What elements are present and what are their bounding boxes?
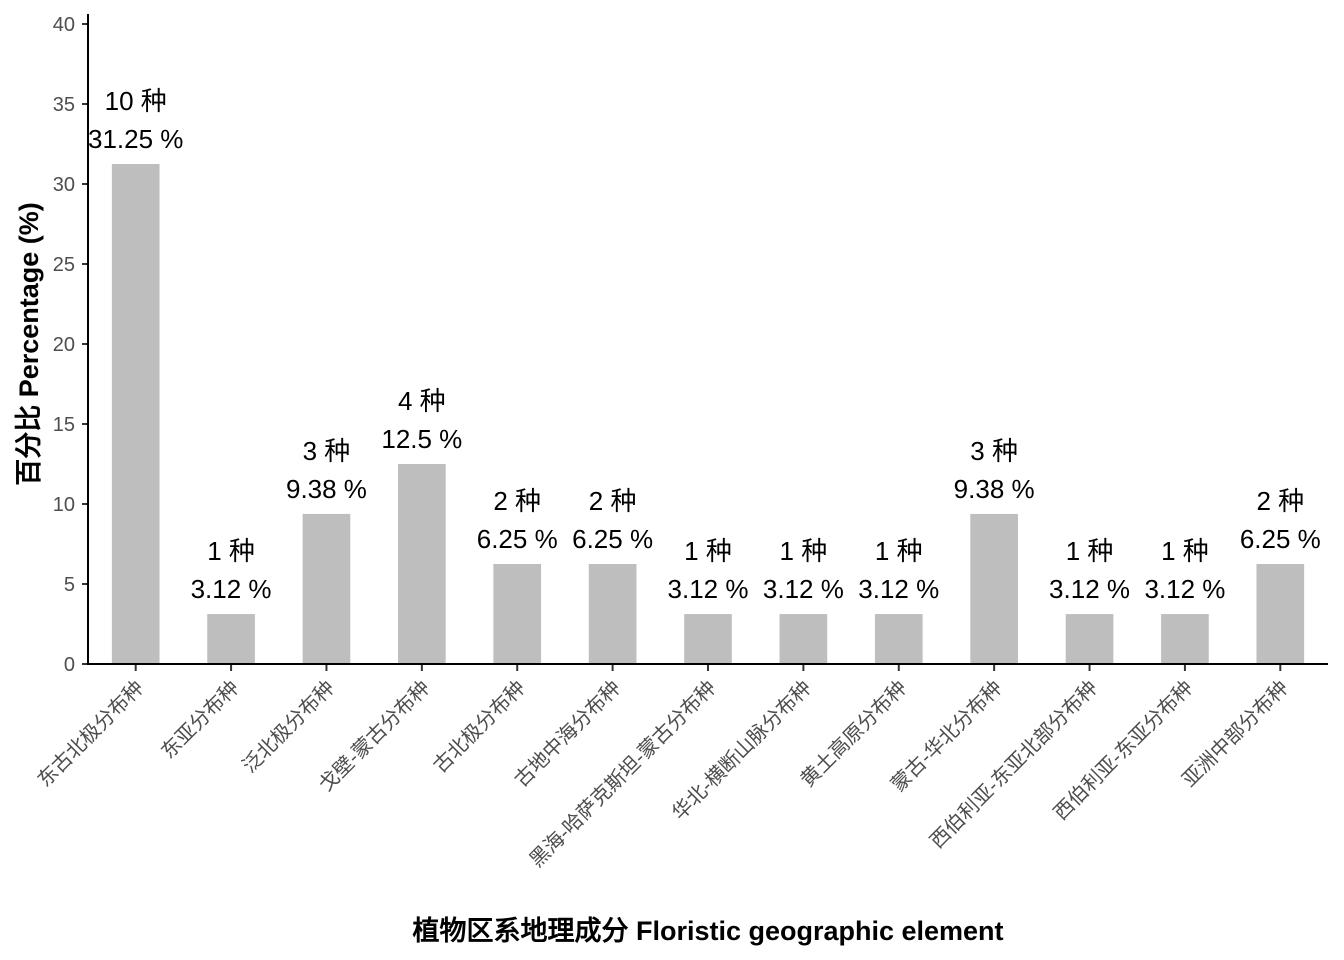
x-tick-label: 泛北极分布种 (237, 676, 339, 778)
bar-percent-label: 3.12 % (858, 574, 939, 604)
bar (588, 564, 637, 664)
y-axis-title: 百分比 Percentage (%) (14, 202, 44, 486)
bar (970, 513, 1018, 664)
bar (302, 513, 351, 664)
bar-count-label: 4 种 (398, 386, 446, 416)
bar-count-label: 1 种 (780, 536, 828, 566)
y-tick-label: 40 (53, 14, 75, 36)
bar-count-label: 1 种 (1066, 536, 1114, 566)
bar-percent-label: 3.12 % (191, 574, 272, 604)
bar (1065, 614, 1114, 664)
bar-count-label: 2 种 (1256, 486, 1304, 516)
bar (1161, 614, 1209, 664)
bar-percent-label: 12.5 % (381, 424, 462, 454)
bar (111, 164, 160, 664)
x-axis-ticks: 东古北极分布种 东亚分布种泛北极分布种戈壁-蒙古分布种古北极分布种古地中海分布种黑… (32, 664, 1293, 872)
bar-count-label: 1 种 (684, 536, 732, 566)
bar-percent-label: 3.12 % (1049, 574, 1130, 604)
bar-count-label: 1 种 (875, 536, 923, 566)
bar (493, 564, 542, 664)
bar-percent-label: 31.25 % (88, 124, 183, 154)
x-axis-title: 植物区系地理成分 Floristic geographic element (412, 915, 1003, 946)
bar (874, 614, 923, 664)
bar-percent-label: 3.12 % (1144, 574, 1225, 604)
y-tick-label: 20 (53, 334, 75, 356)
bar-percent-label: 3.12 % (668, 574, 749, 604)
bar-count-label: 3 种 (303, 436, 351, 466)
bar-percent-label: 6.25 % (1240, 524, 1321, 554)
bar (779, 614, 828, 664)
bar-percent-label: 9.38 % (954, 474, 1035, 504)
y-tick-label: 30 (53, 174, 75, 196)
x-tick-label: 东亚分布种 (156, 676, 244, 764)
bar-count-label: 1 种 (1161, 536, 1209, 566)
bar-count-label: 2 种 (589, 486, 637, 516)
y-tick-label: 5 (64, 574, 75, 596)
bar (684, 614, 732, 664)
x-tick-label: 东古北极分布种 (32, 676, 148, 792)
y-tick-label: 0 (64, 654, 75, 676)
bar-count-label: 10 种 (105, 86, 167, 116)
bar-percent-label: 6.25 % (477, 524, 558, 554)
y-tick-label: 10 (53, 494, 75, 516)
bar-percent-label: 9.38 % (286, 474, 367, 504)
bar (1256, 564, 1305, 664)
bar-count-label: 1 种 (207, 536, 255, 566)
x-tick-label: 古北极分布种 (428, 676, 530, 778)
bar (398, 464, 446, 664)
x-tick-label: 黑海-哈萨克斯坦-蒙古分布种 (524, 676, 720, 872)
bar (207, 614, 255, 664)
y-axis-ticks: 0 5 10 15 20 25 30 35 40 (53, 14, 88, 676)
bar-percent-label: 3.12 % (763, 574, 844, 604)
y-tick-label: 35 (53, 94, 75, 116)
bar-count-label: 2 种 (493, 486, 541, 516)
bar-count-label: 3 种 (970, 436, 1018, 466)
bar-percent-label: 6.25 % (572, 524, 653, 554)
bars-group: 10 种 31.25 % 1 种 3.12 % 3 种 9.38 % 4 种 12.5 % 2 … (88, 86, 1321, 664)
x-tick-label: 西伯利亚-东亚北部分布种 (925, 676, 1102, 853)
y-tick-label: 15 (53, 414, 75, 436)
y-tick-label: 25 (53, 254, 75, 276)
